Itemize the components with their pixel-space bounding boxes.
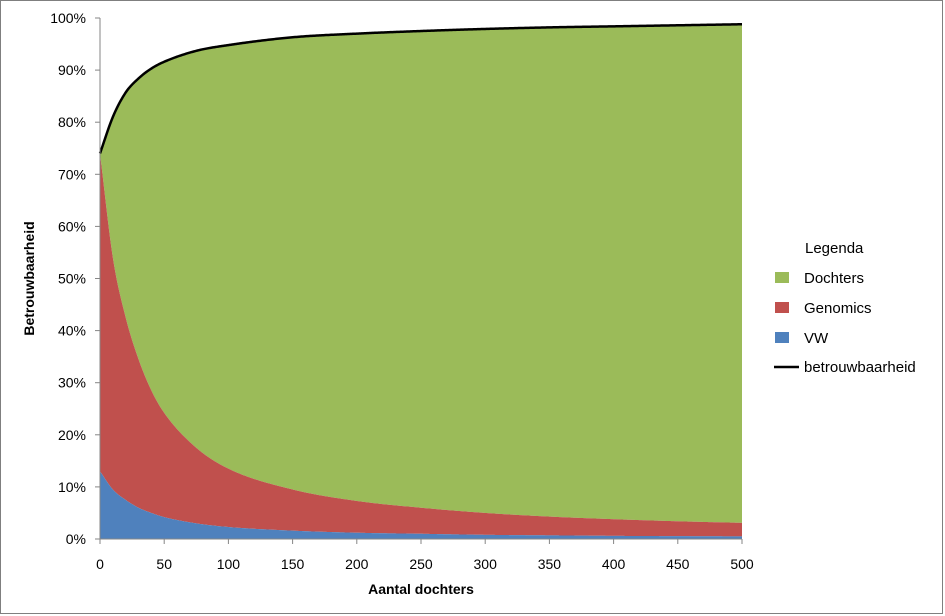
area-genomics — [100, 153, 742, 537]
y-tick-label: 100% — [50, 10, 86, 26]
x-tick-label: 300 — [474, 556, 498, 572]
y-tick-label: 30% — [58, 375, 86, 391]
legend-label: VW — [804, 330, 829, 347]
y-tick-label: 70% — [58, 166, 86, 182]
legend: Legenda Dochters Genomics VW betrouwbaarheid — [774, 240, 916, 376]
x-tick-label: 100 — [217, 556, 241, 572]
x-tick-label: 350 — [538, 556, 562, 572]
y-tick-label: 50% — [58, 271, 86, 287]
legend-swatch — [775, 272, 789, 283]
y-tick-label: 90% — [58, 62, 86, 78]
x-tick-label: 150 — [281, 556, 305, 572]
y-axis-title: Betrouwbaarheid — [21, 221, 37, 335]
legend-label: Genomics — [804, 300, 872, 317]
area-dochters — [100, 24, 742, 523]
y-tick-label: 10% — [58, 479, 86, 495]
x-tick-label: 50 — [156, 556, 172, 572]
legend-title: Legenda — [805, 240, 864, 257]
x-tick-label: 0 — [96, 556, 104, 572]
legend-label: betrouwbaarheid — [804, 359, 916, 376]
tick-labels: 0% 10% 20% 30% 40% 50% 60% 70% 80% 90% 100% 0 50 100 1… — [50, 10, 754, 572]
legend-swatch — [775, 332, 789, 343]
x-tick-label: 250 — [409, 556, 433, 572]
line-betrouwbaarheid — [98, 23, 743, 154]
y-tick-label: 60% — [58, 218, 86, 234]
area-vw — [100, 471, 742, 539]
x-tick-label: 200 — [345, 556, 369, 572]
x-tick-label: 500 — [730, 556, 754, 572]
x-axis-title: Aantal dochters — [368, 581, 474, 597]
plot-areas — [98, 23, 743, 539]
legend-swatch — [775, 302, 789, 313]
y-tick-label: 0% — [66, 531, 86, 547]
x-tick-label: 400 — [602, 556, 626, 572]
y-tick-label: 40% — [58, 323, 86, 339]
y-tick-label: 20% — [58, 427, 86, 443]
legend-label: Dochters — [804, 270, 864, 287]
x-tick-label: 450 — [666, 556, 690, 572]
axes — [95, 17, 743, 544]
y-tick-label: 80% — [58, 114, 86, 130]
